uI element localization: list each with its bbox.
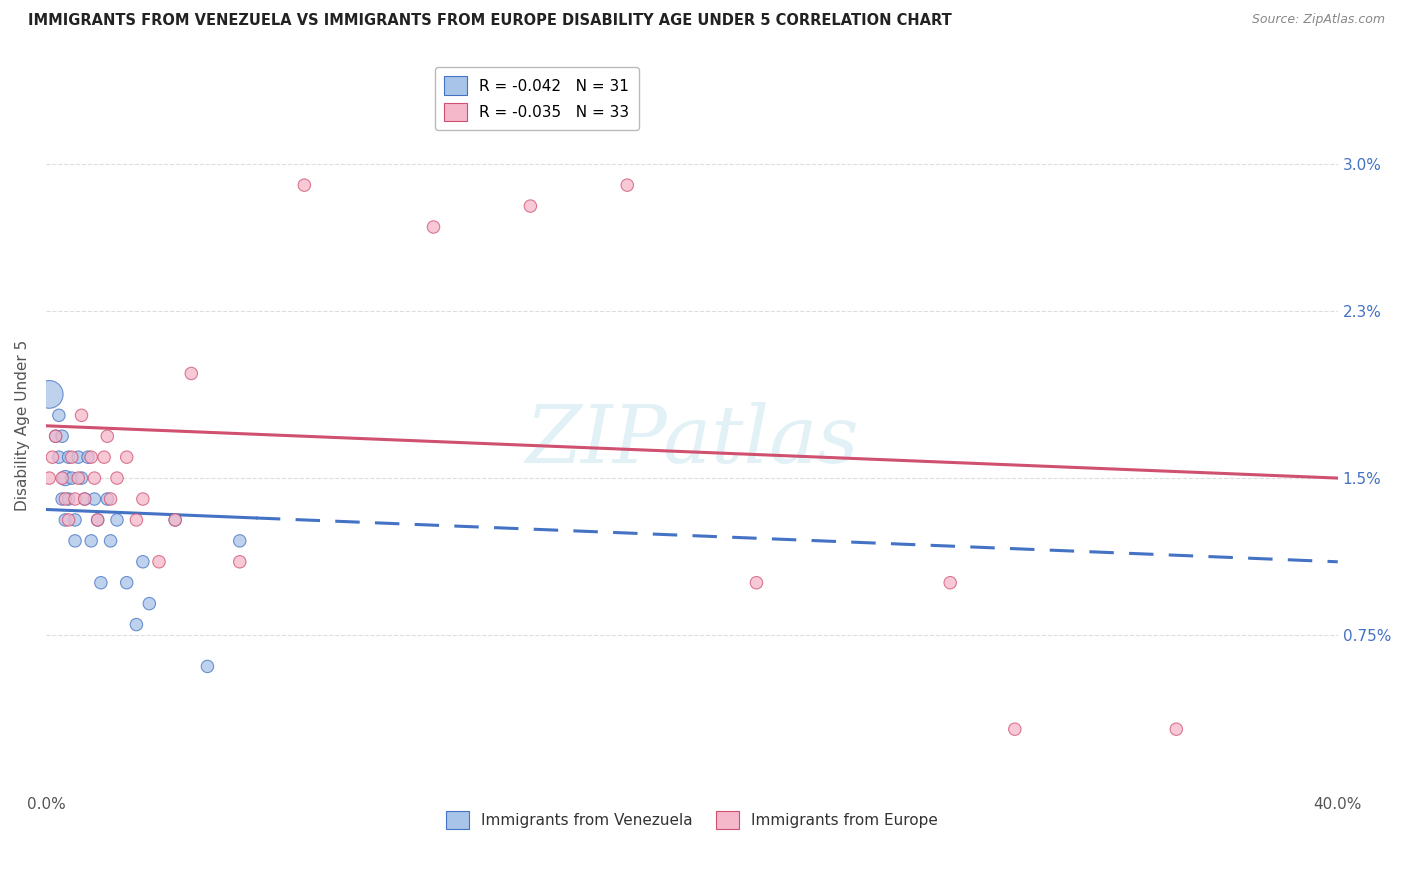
- Text: IMMIGRANTS FROM VENEZUELA VS IMMIGRANTS FROM EUROPE DISABILITY AGE UNDER 5 CORRE: IMMIGRANTS FROM VENEZUELA VS IMMIGRANTS …: [28, 13, 952, 29]
- Point: [229, 533, 252, 548]
- Point: [93, 450, 115, 465]
- Point: [105, 513, 128, 527]
- Point: [125, 617, 148, 632]
- Point: [51, 491, 73, 506]
- Y-axis label: Disability Age Under 5: Disability Age Under 5: [15, 340, 30, 511]
- Point: [96, 491, 118, 506]
- Text: ZIPatlas: ZIPatlas: [524, 401, 859, 479]
- Point: [115, 450, 138, 465]
- Point: [60, 471, 83, 485]
- Point: [100, 491, 122, 506]
- Point: [132, 555, 155, 569]
- Point: [70, 409, 93, 423]
- Point: [1166, 722, 1188, 736]
- Point: [53, 491, 76, 506]
- Point: [67, 450, 90, 465]
- Point: [41, 450, 63, 465]
- Point: [115, 575, 138, 590]
- Point: [73, 491, 96, 506]
- Legend: Immigrants from Venezuela, Immigrants from Europe: Immigrants from Venezuela, Immigrants fr…: [440, 805, 943, 836]
- Point: [38, 471, 60, 485]
- Point: [60, 450, 83, 465]
- Point: [73, 491, 96, 506]
- Point: [148, 555, 170, 569]
- Point: [745, 575, 768, 590]
- Point: [51, 471, 73, 485]
- Point: [67, 471, 90, 485]
- Point: [165, 513, 187, 527]
- Point: [1004, 722, 1026, 736]
- Point: [138, 597, 160, 611]
- Point: [63, 513, 86, 527]
- Point: [80, 450, 103, 465]
- Point: [48, 409, 70, 423]
- Text: Source: ZipAtlas.com: Source: ZipAtlas.com: [1251, 13, 1385, 27]
- Point: [90, 575, 112, 590]
- Point: [229, 555, 252, 569]
- Point: [53, 513, 76, 527]
- Point: [63, 491, 86, 506]
- Point: [80, 533, 103, 548]
- Point: [86, 513, 108, 527]
- Point: [48, 450, 70, 465]
- Point: [96, 429, 118, 443]
- Point: [58, 491, 80, 506]
- Point: [197, 659, 219, 673]
- Point: [45, 429, 67, 443]
- Point: [292, 178, 315, 193]
- Point: [519, 199, 541, 213]
- Point: [105, 471, 128, 485]
- Point: [125, 513, 148, 527]
- Point: [83, 491, 105, 506]
- Point: [100, 533, 122, 548]
- Point: [77, 450, 100, 465]
- Point: [63, 533, 86, 548]
- Point: [58, 450, 80, 465]
- Point: [38, 387, 60, 401]
- Point: [83, 471, 105, 485]
- Point: [58, 513, 80, 527]
- Point: [132, 491, 155, 506]
- Point: [939, 575, 962, 590]
- Point: [422, 219, 444, 234]
- Point: [180, 367, 202, 381]
- Point: [53, 471, 76, 485]
- Point: [70, 471, 93, 485]
- Point: [86, 513, 108, 527]
- Point: [51, 429, 73, 443]
- Point: [616, 178, 638, 193]
- Point: [165, 513, 187, 527]
- Point: [45, 429, 67, 443]
